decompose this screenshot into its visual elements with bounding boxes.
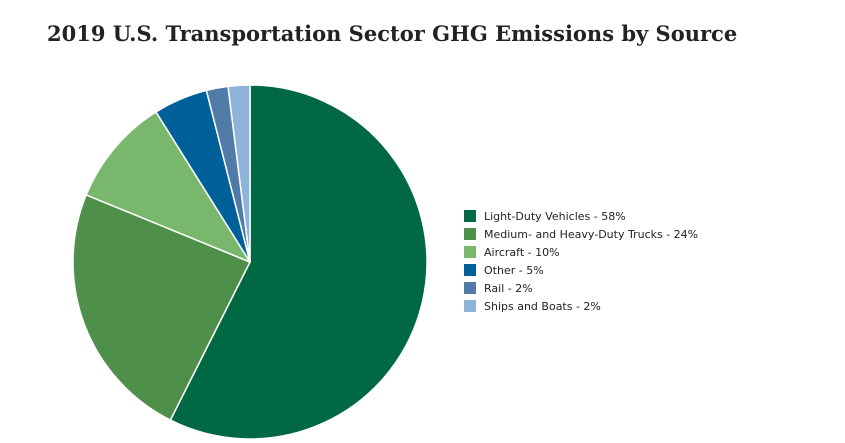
legend-label-rail: Rail - 2% [484, 281, 533, 295]
legend-item-aircraft: Aircraft - 10% [464, 243, 698, 261]
pie-slice-light-duty-vehicles [169, 84, 428, 440]
legend-swatch-light-duty-vehicles [464, 210, 476, 222]
pie-slice-aircraft [85, 111, 251, 263]
legend-swatch-medium-and-heavy-duty-trucks [464, 228, 476, 240]
legend-label-light-duty-vehicles: Light-Duty Vehicles - 58% [484, 209, 626, 223]
legend-label-ships-and-boats: Ships and Boats - 2% [484, 299, 601, 313]
legend-swatch-rail [464, 282, 476, 294]
pie-slice-medium-and-heavy-duty-trucks [72, 194, 251, 421]
pie-slice-ships-and-boats [227, 84, 251, 263]
legend-swatch-other [464, 264, 476, 276]
legend-swatch-aircraft [464, 246, 476, 258]
chart-legend: Light-Duty Vehicles - 58% Medium- and Hea… [464, 207, 698, 315]
legend-label-aircraft: Aircraft - 10% [484, 245, 560, 259]
legend-item-rail: Rail - 2% [464, 279, 698, 297]
legend-item-ships-and-boats: Ships and Boats - 2% [464, 297, 698, 315]
legend-label-medium-and-heavy-duty-trucks: Medium- and Heavy-Duty Trucks - 24% [484, 227, 699, 241]
legend-item-medium-and-heavy-duty-trucks: Medium- and Heavy-Duty Trucks - 24% [464, 225, 698, 243]
chart-title: 2019 U.S. Transportation Sector GHG Emis… [47, 21, 738, 46]
legend-label-other: Other - 5% [484, 263, 544, 277]
legend-item-other: Other - 5% [464, 261, 698, 279]
legend-item-light-duty-vehicles: Light-Duty Vehicles - 58% [464, 207, 698, 225]
legend-swatch-ships-and-boats [464, 300, 476, 312]
